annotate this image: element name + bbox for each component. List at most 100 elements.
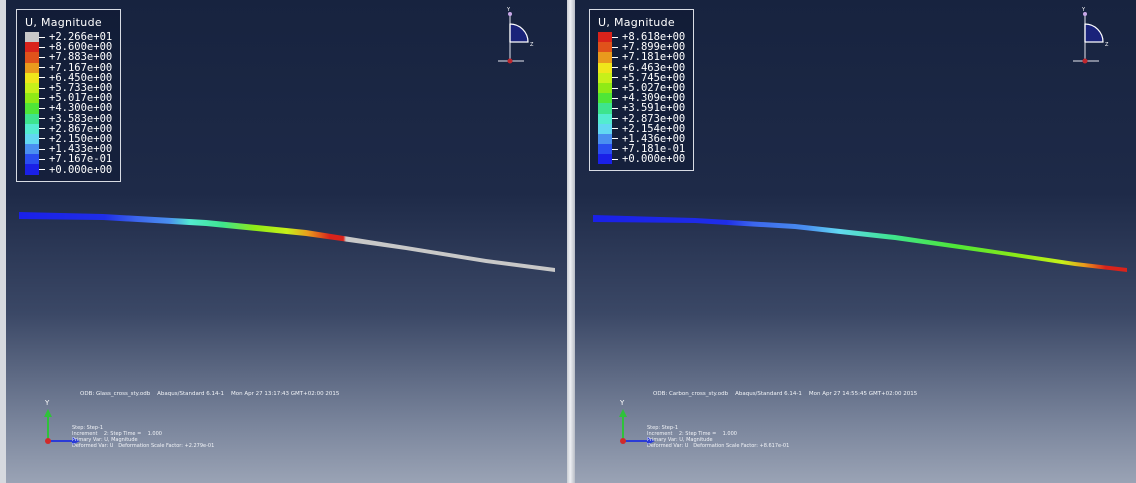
legend-swatch [25, 123, 39, 134]
legend-entry: +7.883e+00 [25, 51, 113, 64]
legend-rows: +2.266e+01 +8.600e+00 +7.883e+00 +7.167e+00… [25, 32, 112, 175]
legend-swatch [25, 42, 39, 53]
legend-value: +8.600e+00 [49, 41, 113, 54]
legend-swatch [598, 82, 612, 94]
legend-swatch [598, 113, 612, 124]
global-axes-icon: Y [44, 399, 80, 445]
legend-tick [612, 46, 618, 48]
legend-swatch [598, 103, 612, 114]
legend-tick [612, 36, 618, 38]
legend-swatch [25, 52, 39, 63]
odb-info-line: ODB: Glass_cross_sty.odb Abaqus/Standard… [80, 391, 340, 397]
legend-swatch [25, 82, 39, 94]
legend-swatch [25, 144, 39, 155]
legend-tick [612, 97, 618, 99]
legend-value: +7.899e+00 [622, 41, 686, 54]
legend-value: +5.027e+00 [622, 82, 686, 95]
svg-text:Y: Y [1081, 7, 1086, 13]
legend-value: +3.583e+00 [49, 112, 113, 125]
legend-entry: +8.600e+00 [25, 41, 113, 54]
legend-swatch [598, 144, 612, 155]
odb-info-line: ODB: Carbon_cross_sty.odb Abaqus/Standar… [653, 391, 918, 397]
legend-tick [39, 128, 45, 130]
legend-swatch [25, 113, 39, 124]
legend-value: +1.436e+00 [622, 132, 686, 145]
legend-tick [39, 87, 45, 89]
legend-value: +6.463e+00 [622, 61, 686, 74]
deformed-beam-right [593, 215, 1127, 272]
legend-tick [39, 118, 45, 120]
viewport-divider[interactable] [567, 0, 575, 483]
legend-swatch [25, 93, 39, 104]
legend-entry: +7.899e+00 [598, 41, 686, 54]
legend-tick [612, 56, 618, 58]
legend-tick [39, 77, 45, 79]
legend-value: +5.745e+00 [622, 71, 686, 84]
legend-tick [39, 36, 45, 38]
legend-entry: +2.266e+01 [25, 32, 112, 42]
legend-entry: +7.181e-01 [598, 144, 685, 154]
legend-entry: +0.000e+00 [598, 153, 686, 166]
step-info: Step: Step-1 Increment 2: Step Time = 1.0… [647, 425, 790, 449]
legend-swatch [598, 93, 612, 104]
legend-tick [39, 67, 45, 69]
viewport-right[interactable]: U, Magnitude +8.618e+00 +7.899e+00 +7.181e… [575, 0, 1136, 483]
legend-entry: +5.017e+00 [25, 93, 112, 103]
viewport-left[interactable]: U, Magnitude +2.266e+01 +8.600e+00 +7.883e… [6, 0, 567, 483]
legend-value: +0.000e+00 [49, 163, 113, 176]
legend-tick [39, 107, 45, 109]
legend-tick [39, 56, 45, 58]
legend-entry: +2.154e+00 [598, 124, 685, 134]
legend-tick [612, 107, 618, 109]
legend-swatch [598, 52, 612, 63]
svg-text:Y: Y [619, 399, 625, 407]
legend-entry: +0.000e+00 [25, 163, 113, 176]
legend-entry: +2.150e+00 [25, 134, 112, 144]
svg-text:Y: Y [44, 399, 50, 407]
legend-swatch [598, 154, 612, 165]
svg-text:Z: Z [1105, 42, 1109, 48]
legend-entry: +7.167e+00 [25, 61, 113, 74]
legend-title: U, Magnitude [598, 16, 675, 29]
legend-swatch [25, 164, 39, 175]
legend-value: +1.433e+00 [49, 143, 113, 156]
legend-value: +4.300e+00 [49, 102, 113, 115]
legend-value: +7.181e-01 [622, 143, 686, 156]
legend-tick [612, 138, 618, 140]
svg-text:Y: Y [506, 7, 511, 13]
legend-entry: +3.583e+00 [25, 112, 113, 125]
legend-tick [39, 148, 45, 150]
legend-swatch [25, 103, 39, 114]
legend-value: +6.450e+00 [49, 71, 113, 84]
legend-swatch [598, 133, 612, 145]
global-axes-icon: Y [619, 399, 655, 445]
svg-text:Z: Z [530, 42, 534, 48]
legend-right: U, Magnitude +8.618e+00 +7.899e+00 +7.181e… [589, 9, 695, 172]
legend-value: +7.167e+00 [49, 61, 113, 74]
legend-value: +4.309e+00 [622, 92, 686, 105]
legend-value: +5.733e+00 [49, 82, 113, 95]
legend-entry: +2.873e+00 [598, 112, 686, 125]
legend-value: +2.154e+00 [622, 122, 686, 135]
legend-tick [612, 128, 618, 130]
legend-entry: +3.591e+00 [598, 103, 685, 114]
legend-value: +2.873e+00 [622, 112, 686, 125]
legend-value: +2.266e+01 [49, 31, 113, 44]
legend-left: U, Magnitude +2.266e+01 +8.600e+00 +7.883e… [16, 9, 122, 182]
legend-value: +2.150e+00 [49, 132, 113, 145]
step-info: Step: Step-1 Increment 2: Step Time = 1.0… [72, 425, 215, 449]
legend-entry: +1.433e+00 [25, 144, 112, 154]
legend-value: +7.883e+00 [49, 51, 113, 64]
legend-tick [39, 46, 45, 48]
legend-value: +0.000e+00 [622, 153, 686, 166]
legend-tick [612, 87, 618, 89]
legend-tick [39, 158, 45, 160]
legend-value: +7.181e+00 [622, 51, 686, 64]
legend-entry: +1.436e+00 [598, 134, 685, 144]
legend-swatch [25, 154, 39, 165]
legend-entry: +8.618e+00 [598, 32, 685, 42]
legend-tick [612, 77, 618, 79]
legend-value: +2.867e+00 [49, 122, 113, 135]
legend-tick [612, 67, 618, 69]
legend-swatch [598, 62, 612, 73]
